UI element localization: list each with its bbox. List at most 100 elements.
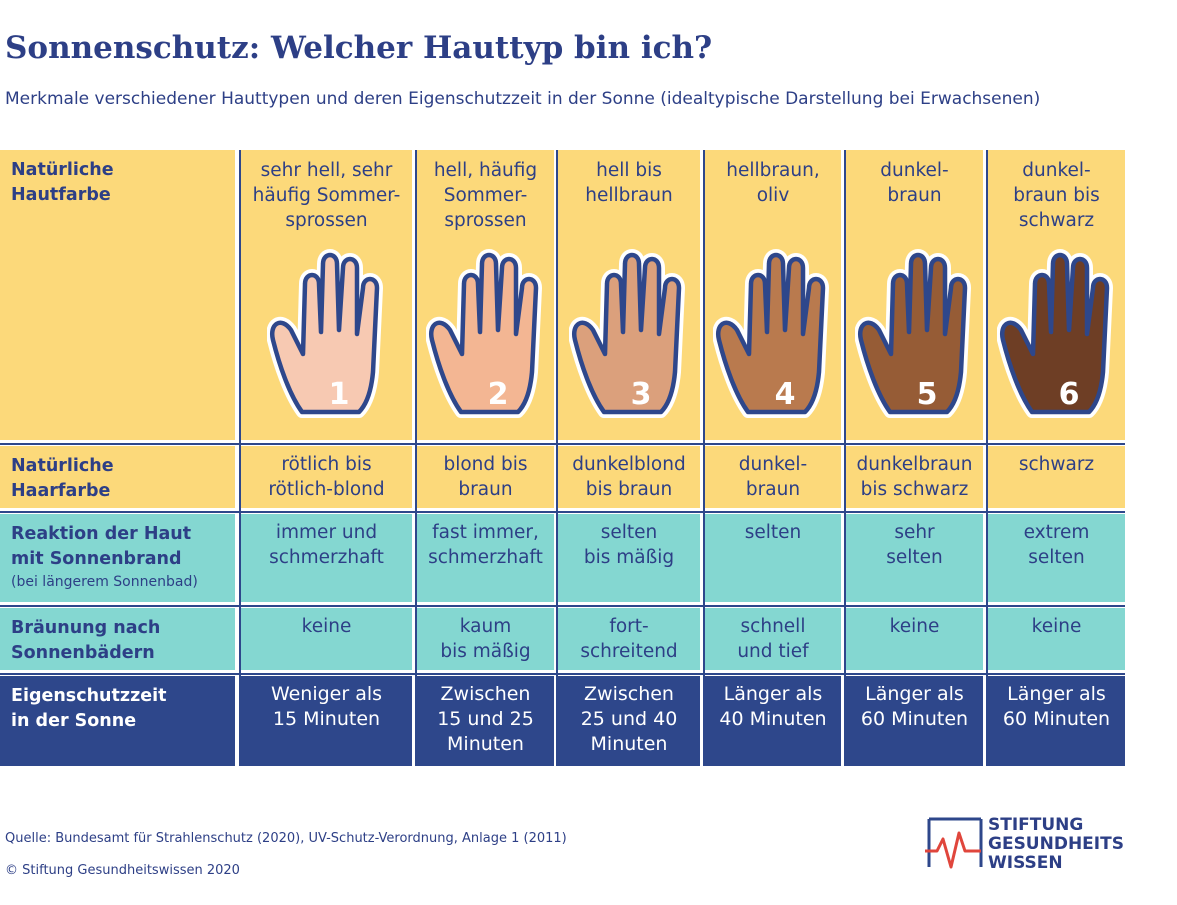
row-header-line: Sonnenbädern (11, 643, 155, 663)
row-header-protection: Eigenschutzzeit in der Sonne (0, 676, 235, 766)
reaction-cell-type-1: immer und schmerzhaft (241, 514, 412, 602)
row-divider (0, 605, 1125, 607)
column-divider (844, 150, 846, 766)
skin-type-number: 6 (1058, 377, 1079, 412)
skin-type-number: 1 (328, 377, 349, 412)
protection-text-line: Zwischen (440, 683, 531, 705)
hand-icon-type-6: 6 (996, 249, 1113, 418)
protection-cell-type-1: Weniger als 15 Minuten (241, 676, 412, 766)
protection-text-line: 60 Minuten (1002, 708, 1111, 730)
skin-type-number: 5 (916, 377, 937, 412)
skin-text-line: hellbraun (585, 185, 673, 206)
row-header-hair: Natürliche Haarfarbe (0, 446, 235, 508)
row-header-reaction: Reaktion der Haut mit Sonnenbrand (bei län… (0, 514, 235, 602)
row-header-tan: Bräunung nach Sonnenbädern (0, 608, 235, 670)
tan-cell-type-4: schnell und tief (705, 608, 841, 670)
tan-text-line: fort- (609, 616, 649, 637)
row-header-line: mit Sonnenbrand (11, 549, 182, 569)
reaction-text-line: schmerzhaft (269, 547, 384, 568)
hair-cell-type-1: rötlich bis rötlich-blond (241, 446, 412, 508)
skin-text-line: sehr hell, sehr (260, 160, 393, 181)
hair-text-line: rötlich-blond (268, 479, 385, 500)
protection-text-line: Länger als (723, 683, 823, 705)
tan-text-line: kaum (459, 616, 512, 637)
hair-text-line: schwarz (1018, 454, 1095, 475)
column-divider (986, 150, 988, 766)
protection-text-line: Minuten (447, 733, 524, 755)
column-divider (239, 150, 241, 766)
protection-text-line: Länger als (865, 683, 964, 705)
reaction-text-line: fast immer, (432, 522, 539, 543)
copyright-note: © Stiftung Gesundheitswissen 2020 (5, 863, 240, 878)
reaction-text-line: selten (744, 522, 802, 543)
reaction-cell-type-2: fast immer, schmerzhaft (417, 514, 554, 602)
tan-text-line: keine (301, 616, 352, 637)
skin-text-line: schwarz (1018, 210, 1095, 231)
protection-cell-type-2: Zwischen 15 und 25 Minuten (417, 676, 554, 766)
row-header-line: Haarfarbe (11, 481, 111, 501)
foundation-logo-mark (925, 817, 983, 869)
hair-cell-type-5: dunkelbraun bis schwarz (846, 446, 983, 508)
protection-text-line: Länger als (1007, 683, 1106, 705)
skin-text-line: dunkel- (880, 160, 949, 181)
row-header-line: Natürliche (11, 160, 114, 180)
hand-icon-type-1: 1 (266, 249, 383, 418)
skin-text-line: hell, häufig (433, 160, 538, 181)
hand-icon-type-4: 4 (713, 249, 829, 418)
reaction-text-line: selten (1028, 547, 1085, 568)
tan-cell-type-1: keine (241, 608, 412, 670)
reaction-text-line: bis mäßig (583, 547, 675, 568)
skin-text-line: sprossen (444, 210, 527, 231)
tan-text-line: keine (889, 616, 940, 637)
skin-text-line: oliv (756, 185, 790, 206)
skin-text-line: häufig Sommer- (252, 185, 401, 206)
page-subtitle: Merkmale verschiedener Hauttypen und der… (5, 89, 1041, 109)
skin-text-line: braun (887, 185, 942, 206)
skin-type-number: 4 (775, 377, 796, 412)
tan-cell-type-6: keine (988, 608, 1125, 670)
tan-text-line: bis mäßig (440, 641, 531, 662)
protection-text-line: 15 und 25 (437, 708, 534, 730)
hair-text-line: braun (458, 479, 513, 500)
skin-cell-type-1: sehr hell, sehr häufig Sommer-sprossen (241, 150, 412, 440)
skin-text-line: sprossen (285, 210, 368, 231)
tan-text-line: schnell (740, 616, 806, 637)
protection-text-line: 25 und 40 (580, 708, 678, 730)
skin-text-line: dunkel- (1022, 160, 1091, 181)
row-header-line: Reaktion der Haut (11, 524, 192, 544)
protection-text-line: 60 Minuten (860, 708, 969, 730)
row-header-line: in der Sonne (11, 711, 137, 731)
protection-cell-type-4: Länger als 40 Minuten (705, 676, 841, 766)
row-divider (0, 511, 1125, 513)
reaction-cell-type-3: selten bis mäßig (558, 514, 700, 602)
row-header-line: (bei längerem Sonnenbad) (11, 574, 198, 590)
source-note: Quelle: Bundesamt für Strahlenschutz (20… (5, 831, 567, 846)
hair-text-line: bis braun (585, 479, 673, 500)
row-header-skin: Natürliche Hautfarbe (0, 150, 235, 440)
skin-text-line: Sommer- (443, 185, 528, 206)
skin-text-line: hellbraun, (726, 160, 820, 181)
skin-text-line: braun bis (1013, 185, 1100, 206)
protection-text-line: 40 Minuten (719, 708, 827, 730)
protection-cell-type-6: Länger als 60 Minuten (988, 676, 1125, 766)
skin-type-number: 2 (487, 377, 508, 412)
row-divider (0, 673, 1125, 675)
tan-text-line: und tief (737, 641, 809, 662)
page-title: Sonnenschutz: Welcher Hauttyp bin ich? (5, 30, 713, 66)
tan-cell-type-2: kaum bis mäßig (417, 608, 554, 670)
hair-text-line: bis schwarz (860, 479, 969, 500)
tan-text-line: schreitend (580, 641, 678, 662)
hand-icon-type-5: 5 (854, 249, 971, 418)
hair-cell-type-3: dunkelblond bis braun (558, 446, 700, 508)
tan-cell-type-5: keine (846, 608, 983, 670)
protection-cell-type-5: Länger als 60 Minuten (846, 676, 983, 766)
skin-type-number: 3 (631, 377, 652, 412)
reaction-text-line: selten (600, 522, 658, 543)
reaction-cell-type-4: selten (705, 514, 841, 602)
protection-cell-type-3: Zwischen 25 und 40 Minuten (558, 676, 700, 766)
tan-text-line: keine (1031, 616, 1082, 637)
reaction-text-line: immer und (275, 522, 378, 543)
hand-icon-type-2: 2 (425, 249, 542, 418)
row-header-line: Natürliche (11, 456, 114, 476)
row-divider (0, 443, 1125, 445)
